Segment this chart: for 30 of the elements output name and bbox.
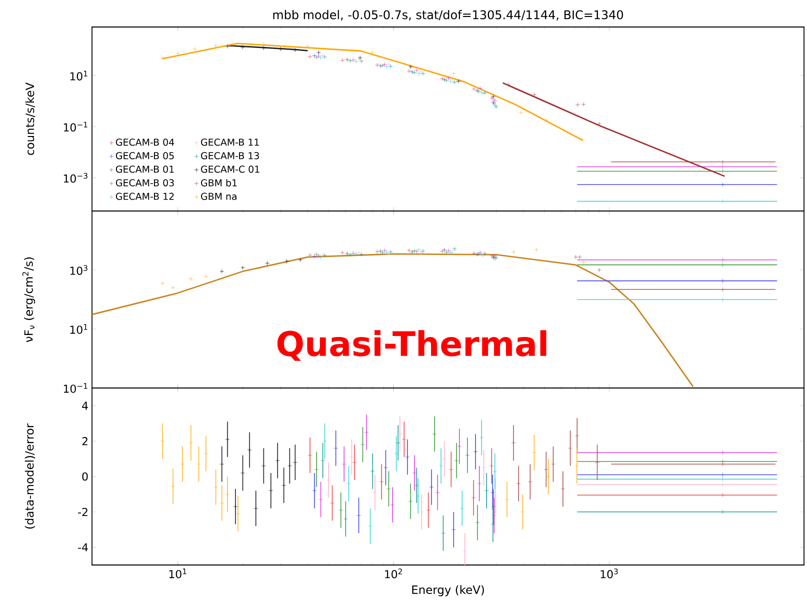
y-tick-label: 0 <box>82 472 88 481</box>
legend-label: GECAM-B 05 <box>116 152 174 160</box>
y-tick-label: 10$^{−3}$ <box>64 172 88 183</box>
y-tick-label: 10$^{1}$ <box>70 70 88 80</box>
y-axis-title: νF$_{ν}$ (erg/cm$^{2}$/s) <box>22 257 36 342</box>
x-tick-label: 10$^{2}$ <box>385 568 402 578</box>
x-tick-label: 10$^{3}$ <box>600 568 618 578</box>
legend-label: GECAM-B 04 <box>116 138 174 146</box>
y-tick-label: 10$^{−1}$ <box>64 383 88 393</box>
legend-label: GECAM-B 03 <box>116 179 174 186</box>
annotation: Quasi-Thermal <box>277 330 546 361</box>
y-tick-label: 10$^{3}$ <box>70 265 88 275</box>
chart-title: mbb model, -0.05-0.7s, stat/dof=1305.44/1144, BIC=1340 <box>273 10 623 20</box>
x-axis-title: Energy (keV) <box>412 585 484 596</box>
y-tick-label: -2 <box>78 508 88 516</box>
y-axis-title: (data-model)/error <box>24 423 36 529</box>
y-tick-label: 2 <box>82 437 88 446</box>
y-tick-label: 10$^{−1}$ <box>64 122 88 132</box>
x-tick-label: 10$^{1}$ <box>169 568 186 578</box>
legend-label: GBM na <box>201 192 236 200</box>
y-tick-label: 4 <box>82 402 88 410</box>
legend-label: GECAM-B 11 <box>201 138 259 146</box>
y-axis-title: counts/s/keV <box>25 82 36 155</box>
legend-label: GECAM-C 01 <box>201 166 260 173</box>
legend-label: GECAM-B 13 <box>201 152 259 160</box>
y-tick-label: 10$^{1}$ <box>70 324 88 334</box>
legend-label: GECAM-B 01 <box>116 166 174 173</box>
y-tick-label: -4 <box>78 543 88 552</box>
legend-label: GECAM-B 12 <box>116 192 174 200</box>
legend-label: GBM b1 <box>201 179 237 186</box>
